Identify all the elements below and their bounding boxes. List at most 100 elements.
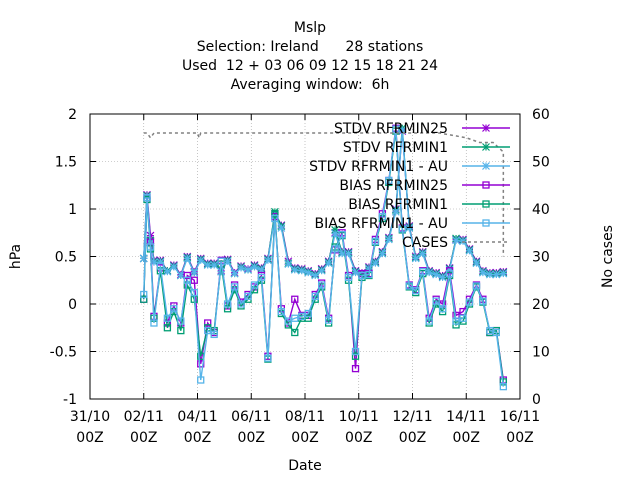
data-point — [210, 330, 218, 339]
data-point — [311, 292, 319, 301]
series-bias-rfrmin1-au — [140, 125, 507, 391]
data-point — [472, 259, 481, 268]
data-point — [230, 283, 239, 291]
x-tick-label: 14/11 — [446, 409, 486, 425]
data-point — [263, 256, 272, 265]
data-point — [412, 287, 420, 295]
data-point — [257, 273, 266, 282]
data-point — [146, 243, 155, 251]
data-point — [156, 262, 165, 270]
series-stdv-rfrmin1-au — [139, 126, 508, 282]
x-tick-label: 04/11 — [177, 409, 217, 425]
y2-axis-label: No cases — [600, 225, 616, 288]
data-point — [183, 254, 192, 263]
data-point — [244, 265, 252, 274]
data-point — [371, 237, 380, 245]
data-point — [472, 282, 481, 290]
data-point — [331, 229, 340, 238]
legend-entry: STDV RFRMIN25 — [334, 121, 510, 137]
y-tick-label: 2 — [68, 107, 77, 123]
data-point — [338, 230, 346, 239]
data-point — [365, 270, 373, 279]
data-point — [465, 246, 474, 255]
data-point — [250, 263, 259, 271]
data-point — [358, 271, 366, 280]
data-point — [264, 354, 272, 362]
data-point — [169, 263, 178, 271]
x-tick-label: 31/10 — [70, 409, 110, 425]
data-point — [378, 249, 387, 258]
data-point — [237, 300, 245, 308]
x-tick-label: 06/11 — [231, 409, 271, 425]
legend-entry: BIAS RFRMIN1 — [348, 197, 510, 213]
data-point — [378, 212, 387, 221]
y-tick-label: -1 — [63, 392, 77, 408]
data-point — [163, 314, 172, 322]
data-point — [452, 236, 460, 245]
data-point — [143, 193, 151, 202]
data-point — [277, 307, 286, 316]
data-point — [304, 268, 313, 277]
data-point — [304, 309, 312, 318]
data-point — [217, 257, 225, 265]
title-line: Mslp — [294, 20, 326, 36]
x-tick-label: 12/11 — [392, 409, 432, 425]
data-point — [230, 269, 239, 278]
legend-entry: STDV RFRMIN1 - AU — [309, 159, 510, 175]
data-point — [482, 143, 490, 151]
data-point — [459, 314, 467, 322]
data-point — [177, 317, 185, 325]
x-tick-label: 16/11 — [500, 409, 540, 425]
data-point — [204, 326, 212, 335]
data-point — [445, 269, 454, 278]
data-point — [492, 270, 501, 279]
data-point — [438, 273, 447, 282]
title-line: Selection: Ireland 28 stations — [197, 39, 424, 55]
data-point — [425, 268, 434, 277]
legend-label: STDV RFRMIN25 — [334, 121, 448, 137]
data-point — [405, 282, 413, 290]
data-point — [351, 268, 360, 277]
data-point — [351, 352, 360, 360]
data-point — [190, 268, 199, 277]
y2-tick-label: 30 — [532, 250, 550, 266]
data-point — [297, 266, 306, 275]
title-line: Averaging window: 6h — [231, 77, 390, 93]
x-tick-label: 00Z — [399, 430, 426, 446]
data-point — [183, 276, 191, 284]
data-point — [291, 295, 299, 303]
y-tick-label: 1 — [68, 202, 77, 218]
data-point — [331, 245, 339, 253]
data-point — [277, 224, 286, 232]
y2-tick-label: 50 — [532, 155, 550, 171]
data-point — [163, 324, 172, 332]
data-point — [250, 281, 259, 289]
data-point — [351, 364, 360, 373]
x-tick-label: 00Z — [184, 430, 211, 446]
data-point — [482, 124, 490, 132]
data-point — [452, 317, 460, 325]
data-point — [384, 235, 393, 244]
data-point — [210, 261, 219, 269]
series-line — [143, 131, 504, 277]
data-point — [237, 263, 245, 272]
y2-tick-label: 10 — [532, 345, 550, 361]
legend-label: CASES — [402, 235, 448, 251]
data-point — [482, 219, 490, 227]
data-point — [190, 276, 198, 284]
y-tick-label: 0 — [68, 297, 77, 313]
y2-tick-label: 60 — [532, 107, 550, 123]
data-point — [371, 259, 380, 268]
y2-tick-label: 0 — [532, 392, 541, 408]
data-point — [317, 266, 326, 275]
legend-label: BIAS RFRMIN1 - AU — [314, 216, 448, 232]
legend-entry: BIAS RFRMIN1 - AU — [314, 216, 510, 232]
x-tick-label: 00Z — [291, 430, 318, 446]
data-point — [150, 319, 158, 327]
legend-label: STDV RFRMIN1 - AU — [309, 159, 448, 175]
legend-label: BIAS RFRMIN1 — [348, 197, 448, 213]
x-tick-label: 00Z — [453, 430, 480, 446]
data-point — [197, 360, 205, 368]
data-point — [223, 300, 232, 308]
